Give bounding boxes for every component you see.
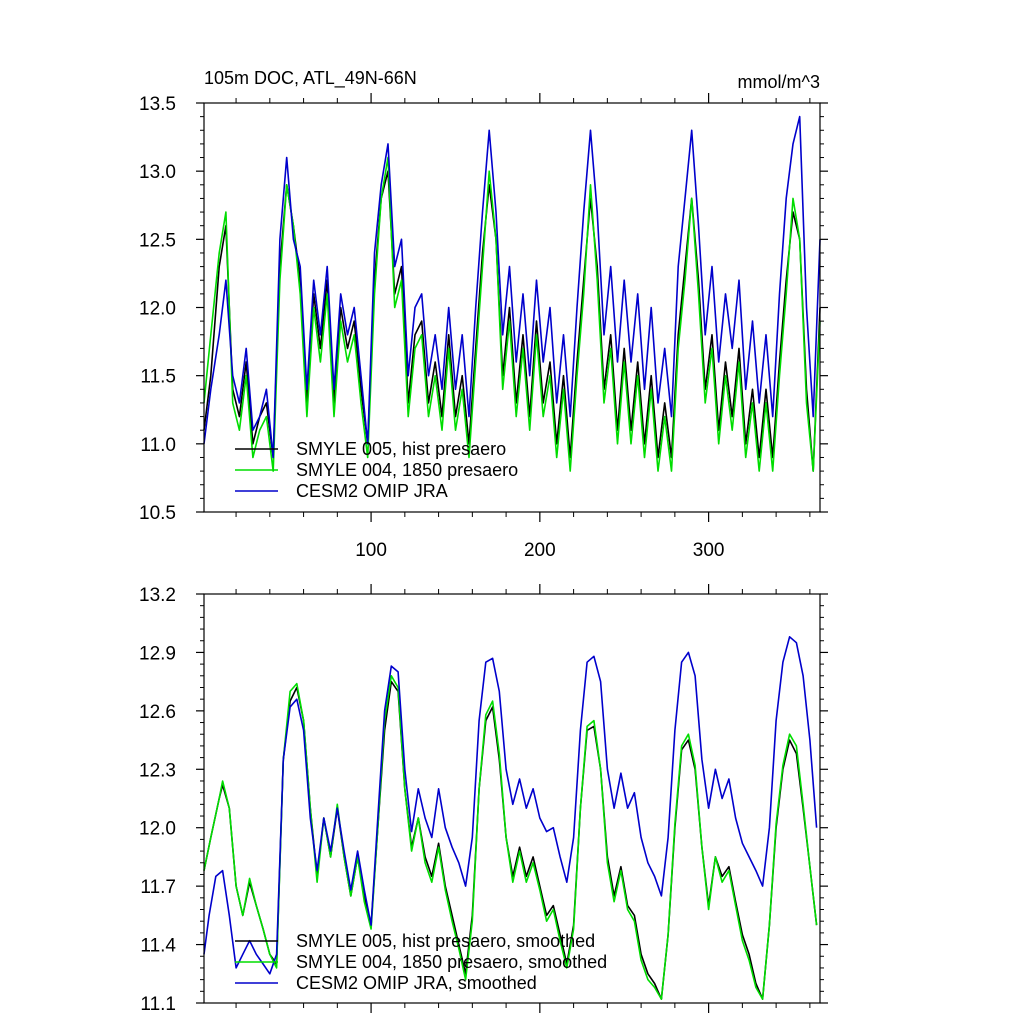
y-tick-label: 13.5 <box>139 94 176 115</box>
y-tick-label: 10.5 <box>139 503 176 524</box>
legend-label: CESM2 OMIP JRA <box>296 481 448 501</box>
top-panel: 10.5 11.0 11.5 12.0 12.5 13.0 13.5 100 200 300 SMY… <box>139 93 828 561</box>
legend-label: SMYLE 005, hist presaero, smoothed <box>296 931 595 951</box>
y-tick-label: 13.2 <box>139 585 176 606</box>
series-line-3 <box>203 115 821 459</box>
units-label: mmol/m^3 <box>738 72 820 92</box>
y-tick-label: 12.5 <box>139 230 176 251</box>
series-line-2 <box>203 156 821 472</box>
plot-frame <box>203 593 821 1004</box>
legend-label: CESM2 OMIP JRA, smoothed <box>296 973 537 993</box>
legend-label: SMYLE 004, 1850 presaero <box>296 460 518 480</box>
series-line-1 <box>203 170 821 472</box>
y-tick-label: 12.0 <box>139 819 176 840</box>
series-line-3 <box>203 636 818 975</box>
y-tick-label: 11.5 <box>140 367 176 388</box>
y-tick-label: 12.9 <box>139 643 176 664</box>
x-tick-label: 200 <box>524 540 556 561</box>
y-tick-label: 12.3 <box>139 760 176 781</box>
chart-title: 105m DOC, ATL_49N-66N <box>204 68 417 89</box>
x-tick-label: 300 <box>693 540 725 561</box>
legend-label: SMYLE 005, hist presaero <box>296 439 506 459</box>
y-tick-label: 12.0 <box>139 299 176 320</box>
bottom-panel: 11.1 11.4 11.7 12.0 12.3 12.6 12.9 13.2 SMYLE 00… <box>139 584 828 1015</box>
y-tick-label: 13.0 <box>139 162 176 183</box>
y-tick-label: 11.7 <box>140 877 176 898</box>
legend: SMYLE 005, hist presaero, smoothedSMYLE … <box>235 931 607 993</box>
y-tick-label: 12.6 <box>139 702 176 723</box>
y-tick-label: 11.1 <box>140 994 176 1015</box>
legend-label: SMYLE 004, 1850 presaero, smoothed <box>296 952 607 972</box>
y-tick-label: 11.4 <box>140 936 176 957</box>
y-tick-label: 11.0 <box>140 435 176 456</box>
x-tick-label: 100 <box>355 540 387 561</box>
